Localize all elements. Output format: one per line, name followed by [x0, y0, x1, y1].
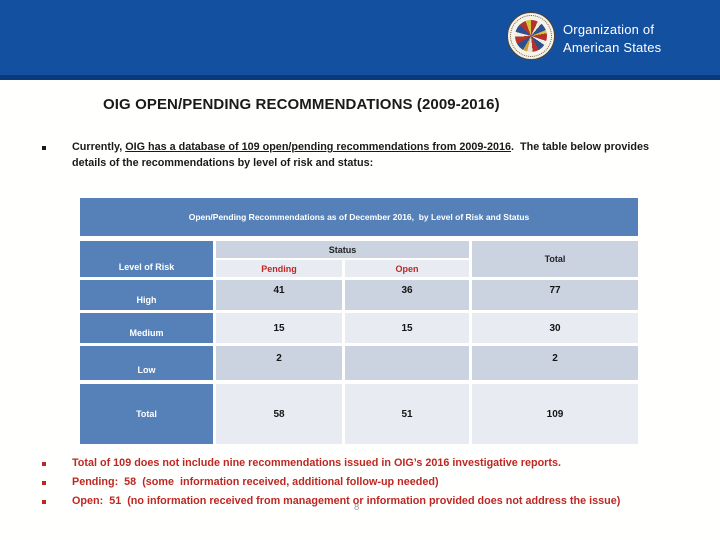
footnote-total: Total of 109 does not include nine recom…	[42, 456, 620, 471]
cell-medium-total: 30	[472, 313, 638, 343]
bullet-marker-icon	[42, 146, 46, 150]
table-row-low: Low 2 2	[80, 346, 638, 380]
row-label: Total	[80, 384, 213, 444]
footnote-text: Open: 51 (no information received from m…	[72, 495, 621, 507]
banner-bottom-strip	[0, 75, 720, 80]
cell-total-total: 109	[472, 384, 638, 444]
org-name-line1: Organization of	[563, 22, 655, 37]
table-row-high: High 41 36 77	[80, 280, 638, 310]
intro-underlined: OIG has a database of 109 open/pending r…	[125, 141, 512, 153]
cell-low-pending: 2	[216, 346, 342, 380]
header-level-of-risk: Level of Risk	[80, 241, 213, 277]
header-status-sub: Pending Open	[216, 260, 469, 277]
row-label: High	[80, 280, 213, 310]
intro-bullet: Currently, OIG has a database of 109 ope…	[42, 140, 678, 171]
header-status: Status	[216, 241, 469, 258]
cell-high-pending: 41	[216, 280, 342, 310]
footnote-text: Pending: 58 (some information received, …	[72, 476, 439, 488]
table-header-row: Level of Risk Status Pending Open Total	[80, 241, 638, 277]
header-open: Open	[345, 260, 469, 277]
row-label: Medium	[80, 313, 213, 343]
oas-seal-flags	[515, 20, 547, 52]
table-row-medium: Medium 15 15 30	[80, 313, 638, 343]
bullet-marker-icon	[42, 462, 46, 466]
cell-low-total: 2	[472, 346, 638, 380]
cell-total-pending: 58	[216, 384, 342, 444]
intro-post: . The table below provides details of th…	[72, 141, 653, 169]
header-status-group: Status Pending Open	[216, 241, 469, 277]
oas-seal-icon	[507, 12, 555, 60]
intro-text: Currently, OIG has a database of 109 ope…	[72, 140, 678, 171]
org-name-line2: American States	[563, 39, 662, 55]
page-number: 8	[354, 502, 360, 513]
bullet-marker-icon	[42, 481, 46, 485]
footnote-pending: Pending: 58 (some information received, …	[42, 475, 620, 490]
footnote-open: Open: 51 (no information received from m…	[42, 494, 620, 509]
recommendations-table: Open/Pending Recommendations as of Decem…	[80, 198, 638, 447]
footnote-text: Total of 109 does not include nine recom…	[72, 457, 561, 469]
page-title: OIG OPEN/PENDING RECOMMENDATIONS (2009-2…	[103, 96, 500, 113]
cell-medium-pending: 15	[216, 313, 342, 343]
footnotes: Total of 109 does not include nine recom…	[42, 456, 620, 509]
cell-low-open	[345, 346, 469, 380]
bullet-marker-icon	[42, 500, 46, 504]
cell-medium-open: 15	[345, 313, 469, 343]
header-pending: Pending	[216, 260, 342, 277]
intro-pre: Currently,	[72, 141, 126, 153]
cell-high-total: 77	[472, 280, 638, 310]
row-label: Low	[80, 346, 213, 380]
cell-high-open: 36	[345, 280, 469, 310]
table-row-total: Total 58 51 109	[80, 384, 638, 444]
table-caption: Open/Pending Recommendations as of Decem…	[80, 198, 638, 236]
header-total: Total	[472, 241, 638, 277]
cell-total-open: 51	[345, 384, 469, 444]
top-banner	[0, 0, 720, 75]
org-name: Organization of American States	[563, 21, 661, 56]
